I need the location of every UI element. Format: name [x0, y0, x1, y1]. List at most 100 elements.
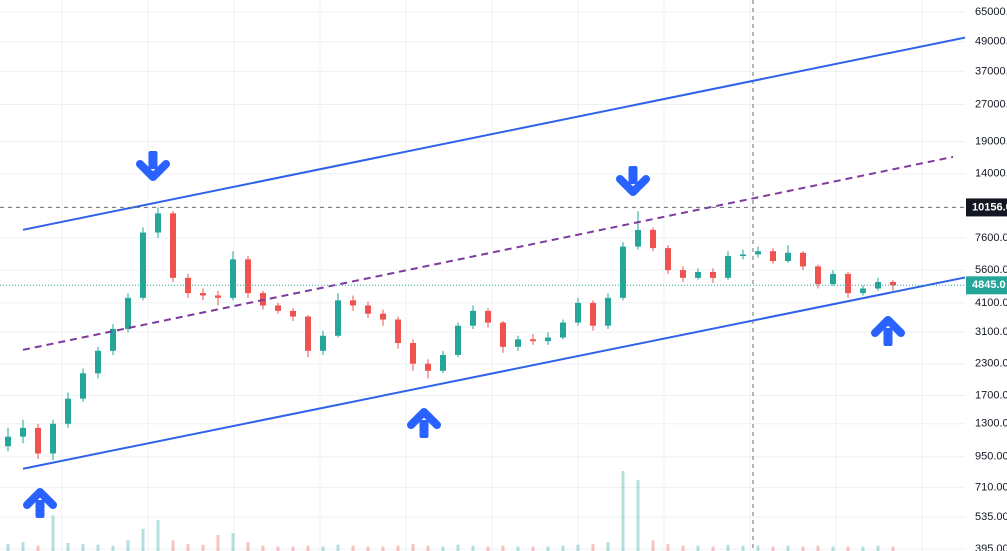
candle-body — [845, 273, 851, 294]
volume-bar — [411, 543, 415, 551]
candle-body — [125, 297, 131, 329]
volume-bar — [681, 545, 685, 551]
volume-bar — [426, 545, 430, 551]
candle-body — [710, 271, 716, 278]
candle-body — [140, 232, 146, 298]
candle-body — [680, 270, 686, 278]
candle-body — [755, 251, 761, 255]
trendline — [22, 155, 954, 351]
volume-bar — [171, 540, 175, 551]
volume-bar — [111, 545, 115, 551]
volume-bar — [696, 545, 700, 551]
volume-bar — [6, 543, 10, 551]
candle-body — [815, 266, 821, 285]
candle-body — [440, 354, 446, 371]
volume-bar — [606, 542, 610, 551]
volume-bar — [381, 546, 385, 551]
candle-body — [95, 350, 101, 374]
candle-body — [830, 273, 836, 285]
candle-body — [785, 252, 791, 262]
y-tick-label: 710.00 — [975, 481, 1007, 493]
volume-bar — [51, 515, 55, 551]
volume-bar — [291, 546, 295, 551]
candle-body — [230, 259, 236, 298]
volume-bar — [741, 545, 745, 551]
candle-body — [380, 313, 386, 320]
volume-bar — [306, 545, 310, 551]
volume-bar — [666, 543, 670, 551]
volume-bar — [21, 542, 25, 551]
candle-body — [245, 259, 251, 294]
candle-body — [650, 229, 656, 249]
volume-bar — [591, 543, 595, 551]
y-tick-label: 1700.00 — [975, 389, 1007, 401]
candle-body — [320, 335, 326, 351]
volume-bar — [336, 544, 340, 551]
trendlines — [22, 36, 965, 470]
candle-body — [485, 310, 491, 323]
candle-body — [740, 254, 746, 257]
volume-bar — [651, 540, 655, 551]
volume — [6, 471, 895, 551]
volume-bar — [261, 545, 265, 551]
candle-body — [35, 427, 41, 454]
y-tick-label: 1300.00 — [975, 418, 1007, 430]
y-tick-label: 395.00 — [975, 543, 1007, 551]
candle-body — [620, 246, 626, 298]
volume-bar — [861, 546, 865, 551]
candle-body — [800, 252, 806, 267]
candle-body — [290, 310, 296, 317]
volume-bar — [801, 546, 805, 551]
volume-bar — [786, 545, 790, 551]
volume-bar — [351, 545, 355, 551]
candle-body — [560, 322, 566, 338]
volume-bar — [36, 545, 40, 551]
candle-body — [215, 295, 221, 298]
candle-body — [335, 300, 341, 336]
volume-bar — [81, 543, 85, 551]
y-tick-label: 49000. — [975, 36, 1007, 48]
y-tick-label: 5600.00 — [975, 264, 1007, 276]
candle-body — [155, 213, 161, 233]
arrow-down — [140, 151, 166, 177]
volume-bar — [126, 540, 130, 551]
volume-bar — [471, 545, 475, 551]
candle-body — [20, 427, 26, 437]
volume-bar — [66, 543, 70, 551]
candle-body — [725, 256, 731, 278]
volume-bar — [321, 546, 325, 551]
volume-bar — [726, 544, 730, 551]
volume-bar — [621, 471, 625, 551]
candle-body — [590, 302, 596, 326]
y-tick-label: 3100.00 — [975, 326, 1007, 338]
y-tick-label: 65000. — [975, 6, 1007, 18]
y-tick-label: 27000.0 — [975, 98, 1007, 110]
y-tick-label: 2300.00 — [975, 358, 1007, 370]
volume-bar — [891, 546, 895, 551]
candle-body — [410, 343, 416, 364]
arrow-up — [875, 320, 901, 346]
volume-bar — [531, 546, 535, 551]
last-price-label: 4845.0 — [972, 279, 1006, 291]
volume-bar — [561, 545, 565, 551]
y-tick-label: 19000. — [975, 135, 1007, 147]
trendline — [22, 36, 965, 231]
candle-body — [530, 339, 536, 342]
candle-body — [665, 248, 671, 271]
arrows — [27, 151, 901, 518]
candle-body — [395, 319, 401, 344]
volume-bar — [396, 545, 400, 551]
volume-bar — [201, 544, 205, 551]
candle-body — [605, 297, 611, 326]
candle-body — [515, 339, 521, 347]
y-tick-label: 14000.0 — [975, 168, 1007, 180]
volume-bar — [501, 545, 505, 551]
candle-body — [575, 302, 581, 323]
price-axis-labels: 65000. 49000. 37000.0 27000.0 19000. 14000.0 7… — [975, 6, 1007, 551]
candle-body — [185, 277, 191, 294]
volume-bar — [231, 533, 235, 551]
y-tick-label: 37000.0 — [975, 65, 1007, 77]
volume-bar — [366, 546, 370, 551]
